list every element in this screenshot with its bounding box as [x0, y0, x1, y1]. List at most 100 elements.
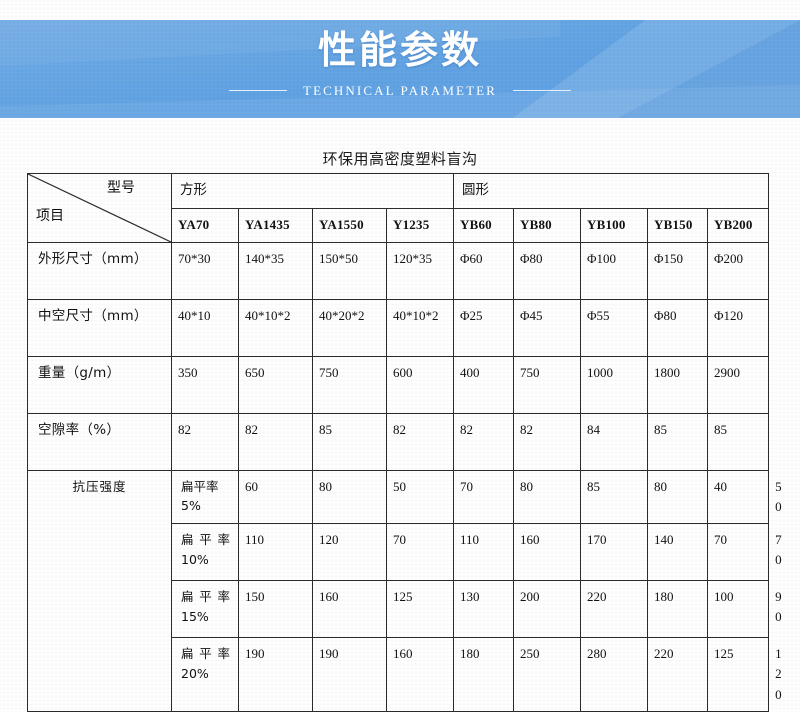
sub-row-label-flatness-15: 扁平率 15%: [171, 580, 239, 639]
cell-hollow-size-6: Φ55: [580, 299, 648, 357]
cell-porosity-1: 82: [238, 413, 313, 471]
cell-flatness10-0: 110: [238, 523, 313, 582]
cell-weight-0: 350: [171, 356, 239, 414]
cell-flatness20-4: 250: [513, 637, 581, 712]
cell-porosity-0: 82: [171, 413, 239, 471]
model-cell-ya1550: YA1550: [312, 207, 387, 244]
cell-outer-size-5: Φ80: [513, 242, 581, 300]
cell-flatness15-0: 150: [238, 580, 313, 639]
table-caption: 环保用高密度塑料盲沟: [322, 150, 478, 168]
cell-hollow-size-0: 40*10: [171, 299, 239, 357]
cell-hollow-size-5: Φ45: [513, 299, 581, 357]
cell-porosity-4: 82: [453, 413, 514, 471]
cell-outer-size-4: Φ60: [453, 242, 514, 300]
cell-flatness5-3: 70: [453, 469, 514, 525]
cell-weight-8: 2900: [706, 356, 770, 414]
cell-flatness5-7: 40: [706, 469, 770, 525]
table-model-row: YA70 YA1435 YA1550 Y1235 YB60 YB80 YB100…: [28, 207, 770, 244]
cell-outer-size-0: 70*30: [171, 242, 239, 300]
page-banner: 性能参数 TECHNICAL PARAMETER: [0, 20, 800, 118]
corner-label-item: 项目: [36, 208, 64, 224]
table-row: 外形尺寸（mm） 70*30 140*35 150*50 120*35 Φ60 …: [27, 242, 770, 300]
cell-weight-1: 650: [238, 356, 313, 414]
model-cell-yb200: YB200: [706, 207, 770, 244]
diagonal-divider-icon: [28, 174, 171, 242]
cell-weight-2: 750: [312, 356, 387, 414]
cell-outer-size-3: 120*35: [386, 242, 454, 300]
table-row: 扁平率 15% 150 160 125 130 200 220 180 100 …: [28, 580, 782, 639]
subtitle-rule-left-icon: [229, 90, 288, 92]
cell-flatness20-2: 160: [386, 637, 454, 712]
table-row: 中空尺寸（mm） 40*10 40*10*2 40*20*2 40*10*2 Φ…: [27, 299, 770, 357]
banner-title: 性能参数: [317, 30, 482, 72]
model-cell-yb150: YB150: [647, 207, 708, 244]
cell-flatness10-2: 70: [386, 523, 454, 582]
cell-hollow-size-7: Φ80: [647, 299, 708, 357]
cell-weight-4: 400: [453, 356, 514, 414]
banner-shape-gradient: [0, 20, 800, 118]
sub-row-label-flatness-20: 扁平率 20%: [171, 637, 239, 712]
cell-porosity-5: 82: [513, 413, 581, 471]
cell-flatness10-1: 120: [312, 523, 387, 582]
cell-weight-6: 1000: [580, 356, 648, 414]
cell-flatness5-2: 50: [386, 469, 454, 525]
cell-flatness10-6: 140: [647, 523, 708, 582]
cell-porosity-6: 84: [580, 413, 648, 471]
row-label-outer-size: 外形尺寸（mm）: [27, 242, 172, 300]
model-cell-yb80: YB80: [513, 207, 581, 244]
cell-flatness15-6: 180: [647, 580, 708, 639]
cell-flatness20-6: 220: [647, 637, 708, 712]
cell-porosity-2: 85: [312, 413, 387, 471]
cell-weight-5: 750: [513, 356, 581, 414]
model-cell-ya1435: YA1435: [238, 207, 313, 244]
specification-table: 型号 项目 方形 圆形 YA70 YA1435 YA1550 Y1235 YB6…: [27, 173, 782, 712]
cell-flatness5-0: 60: [238, 469, 313, 525]
group-header-square: 方形: [171, 173, 454, 209]
cell-porosity-8: 85: [706, 413, 770, 471]
cell-flatness5-4: 80: [513, 469, 581, 525]
cell-porosity-7: 85: [647, 413, 708, 471]
cell-flatness20-0: 190: [238, 637, 313, 712]
cell-flatness20-3: 180: [453, 637, 514, 712]
cell-flatness5-6: 80: [647, 469, 708, 525]
sub-row-label-flatness-10: 扁平率 10%: [171, 523, 239, 582]
cell-outer-size-1: 140*35: [238, 242, 313, 300]
cell-outer-size-8: Φ200: [706, 242, 770, 300]
cell-flatness15-2: 125: [386, 580, 454, 639]
cell-flatness10-7: 70: [706, 523, 770, 582]
corner-header-cell: 型号 项目: [27, 173, 172, 243]
row-label-porosity: 空隙率（%）: [27, 413, 172, 471]
model-cell-yb100: YB100: [580, 207, 648, 244]
banner-texture: [0, 20, 800, 118]
row-label-hollow-size: 中空尺寸（mm）: [27, 299, 172, 357]
cell-flatness5-1: 80: [312, 469, 387, 525]
table-row: 重量（g/m） 350 650 750 600 400 750 1000 180…: [27, 356, 770, 414]
cell-hollow-size-3: 40*10*2: [386, 299, 454, 357]
group-header-round: 圆形: [452, 173, 770, 209]
row-label-compressive-strength: 抗压强度: [27, 470, 172, 712]
cell-flatness15-1: 160: [312, 580, 387, 639]
table-row: 抗压强度 扁平率 5% 60 80 50 70 80 85 80 40 50: [27, 469, 782, 712]
cell-flatness10-4: 160: [513, 523, 581, 582]
cell-flatness10-3: 110: [453, 523, 514, 582]
corner-label-model: 型号: [107, 180, 135, 196]
cell-flatness15-5: 220: [580, 580, 648, 639]
cell-hollow-size-2: 40*20*2: [312, 299, 387, 357]
cell-flatness15-7: 100: [706, 580, 770, 639]
cell-weight-7: 1800: [647, 356, 708, 414]
table-row: 空隙率（%） 82 82 85 82 82 82 84 85 85: [27, 413, 770, 471]
banner-content: 性能参数 TECHNICAL PARAMETER: [0, 30, 800, 99]
model-cell-ya70: YA70: [171, 207, 239, 244]
cell-hollow-size-1: 40*10*2: [238, 299, 313, 357]
cell-flatness20-7: 125: [706, 637, 770, 712]
cell-flatness20-1: 190: [312, 637, 387, 712]
cell-flatness15-4: 200: [513, 580, 581, 639]
cell-flatness20-5: 280: [580, 637, 648, 712]
subtitle-rule-right-icon: [512, 90, 571, 92]
cell-flatness5-5: 85: [580, 469, 648, 525]
banner-subtitle-row: TECHNICAL PARAMETER: [0, 83, 800, 99]
cell-weight-3: 600: [386, 356, 454, 414]
cell-outer-size-2: 150*50: [312, 242, 387, 300]
banner-subtitle: TECHNICAL PARAMETER: [303, 82, 497, 98]
cell-outer-size-7: Φ150: [647, 242, 708, 300]
